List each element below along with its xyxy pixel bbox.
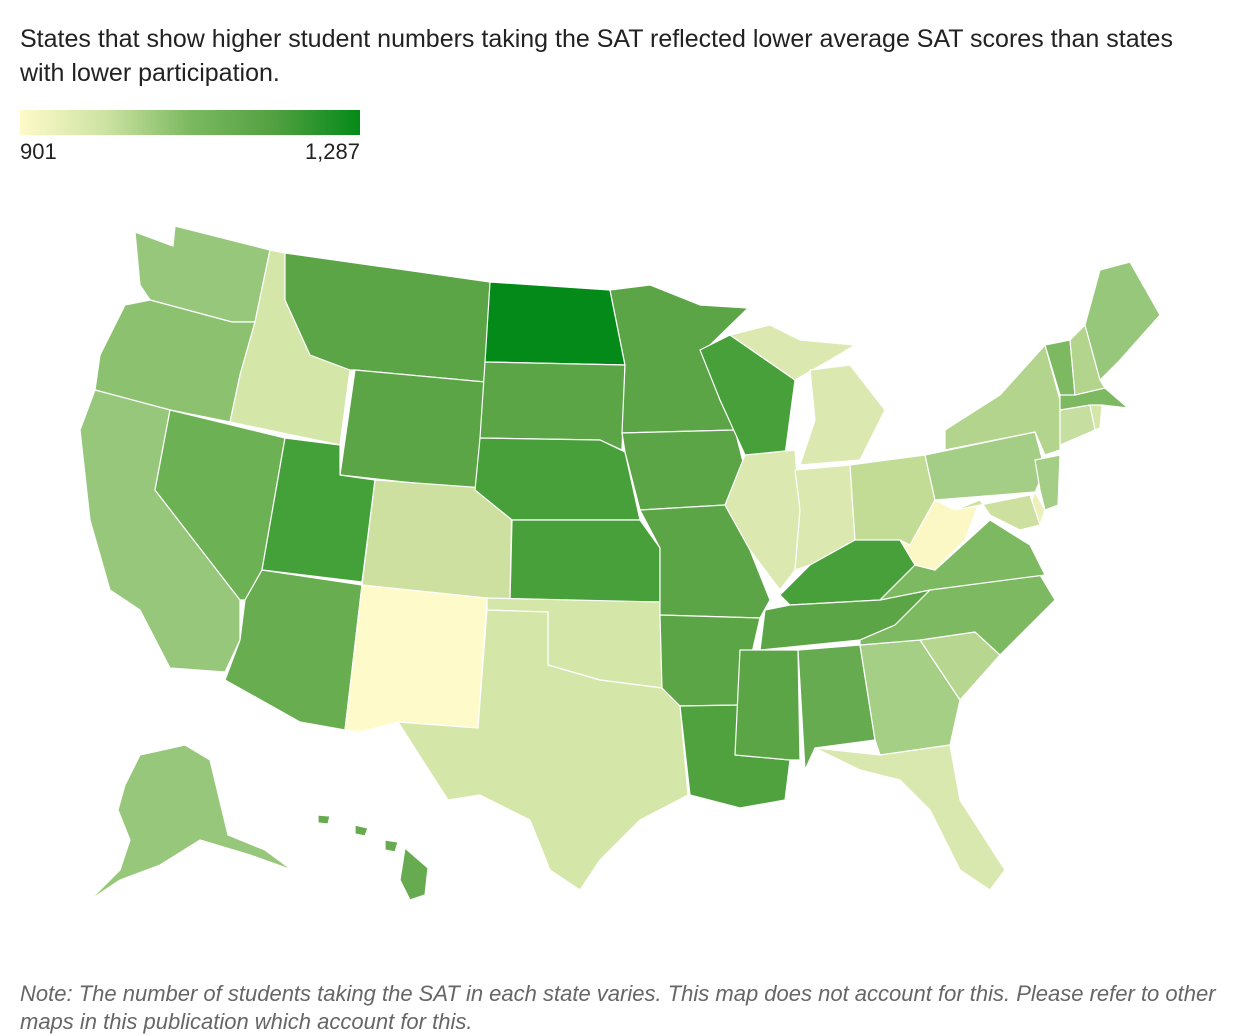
state-ND[interactable] — [484, 281, 626, 366]
state-NY[interactable] — [944, 344, 1061, 456]
state-TX[interactable] — [397, 609, 689, 891]
state-ME[interactable] — [1084, 261, 1161, 381]
state-HI-maui[interactable] — [384, 839, 399, 853]
state-IA[interactable] — [621, 429, 746, 511]
state-NH[interactable] — [1069, 324, 1106, 396]
color-legend: 901 1,287 — [20, 110, 360, 167]
state-FL[interactable] — [814, 744, 1006, 891]
state-HI-oahu[interactable] — [354, 824, 369, 837]
us-choropleth-map — [0, 200, 1240, 920]
state-AL[interactable] — [797, 644, 876, 771]
state-HI-big[interactable] — [399, 847, 429, 901]
state-OR[interactable] — [94, 299, 256, 423]
legend-gradient-bar — [20, 110, 360, 135]
legend-max-label: 1,287 — [304, 139, 360, 164]
state-NJ[interactable] — [1034, 454, 1061, 511]
footnote: Note: The number of students taking the … — [20, 981, 1216, 1034]
legend-labels: 901 1,287 — [20, 139, 360, 167]
state-WY[interactable] — [339, 369, 486, 491]
state-MI-upper[interactable] — [729, 324, 856, 381]
map-subtitle: States that show higher student numbers … — [20, 25, 1173, 87]
state-KS[interactable] — [509, 519, 661, 603]
state-HI-kauai[interactable] — [317, 814, 331, 825]
state-AK[interactable] — [89, 744, 293, 901]
legend-min-label: 901 — [20, 139, 57, 164]
state-IL[interactable] — [724, 449, 801, 591]
state-MI[interactable] — [799, 364, 886, 466]
state-NE[interactable] — [474, 437, 641, 521]
state-SD[interactable] — [479, 361, 626, 451]
state-MD[interactable] — [954, 494, 1041, 531]
state-CT[interactable] — [1059, 404, 1096, 446]
state-MS[interactable] — [734, 649, 801, 761]
state-NM[interactable] — [344, 584, 488, 733]
